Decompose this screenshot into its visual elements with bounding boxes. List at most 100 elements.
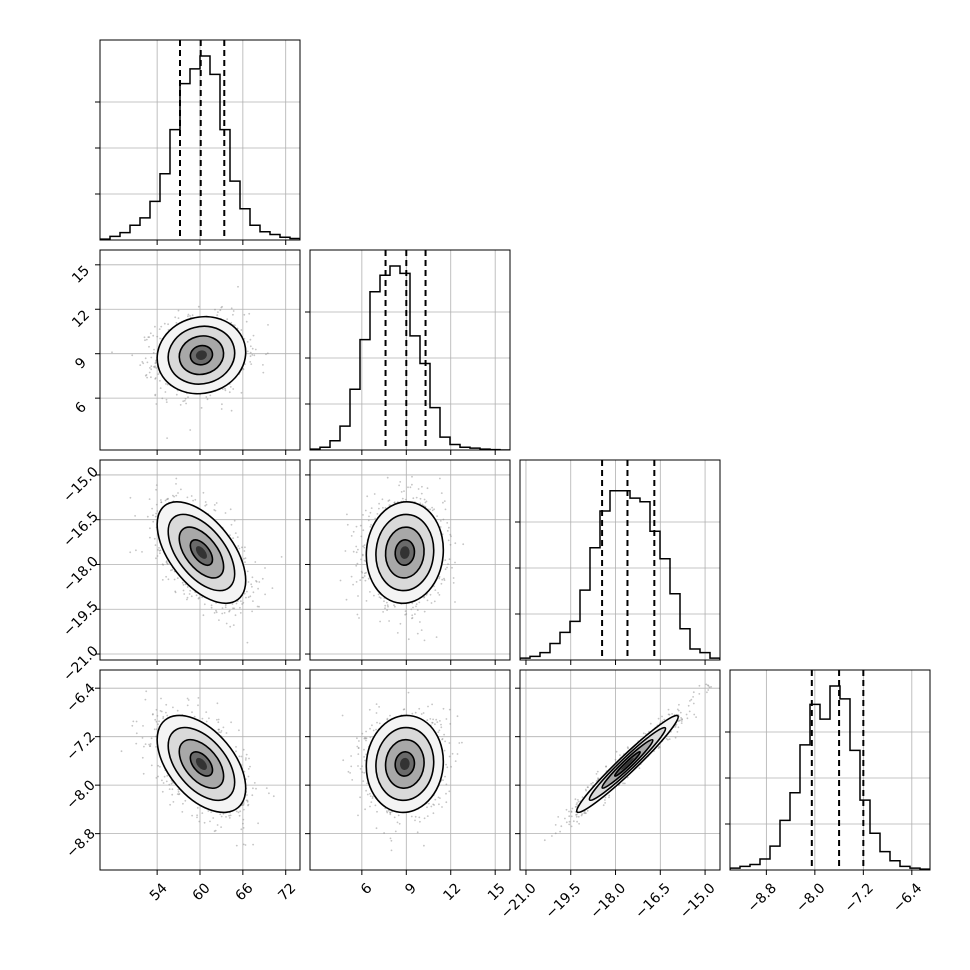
scatter-point: [164, 391, 167, 393]
contour-3: [189, 344, 214, 366]
contour-1: [167, 726, 236, 802]
scatter-point: [242, 368, 245, 371]
scatter-point: [252, 787, 254, 790]
scatter-point: [135, 732, 138, 735]
contour-1: [167, 513, 236, 592]
scatter-point: [231, 603, 234, 605]
scatter-point: [346, 513, 348, 516]
scatter-point: [198, 820, 201, 823]
scatter-point: [215, 502, 218, 504]
scatter-point: [186, 586, 189, 588]
scatter-point: [369, 525, 372, 528]
scatter-point: [247, 768, 250, 770]
scatter-point: [176, 793, 179, 795]
scatter-point: [360, 558, 362, 561]
scatter-point: [235, 602, 238, 605]
scatter-point: [420, 629, 423, 631]
scatter-point: [157, 549, 159, 551]
scatter-point: [155, 484, 158, 486]
scatter-point: [213, 612, 216, 614]
panel-frame: [309, 459, 511, 661]
scatter-point: [362, 545, 364, 548]
scatter-point: [224, 604, 227, 607]
scatter-point: [266, 352, 269, 355]
scatter-point: [165, 383, 167, 385]
scatter-point: [446, 530, 449, 532]
scatter-point: [246, 570, 249, 573]
scatter-point: [421, 485, 423, 488]
scatter-point: [202, 614, 205, 617]
scatter-point: [237, 285, 239, 288]
scatter-point: [363, 544, 366, 546]
scatter-point: [191, 711, 193, 714]
scatter-point: [154, 378, 157, 380]
scatter-point: [240, 600, 242, 602]
scatter-point: [206, 398, 209, 401]
scatter-point: [145, 690, 148, 693]
scatter-point: [146, 515, 149, 518]
scatter-point: [177, 309, 180, 312]
scatter-point: [166, 562, 169, 565]
scatter-point: [268, 792, 270, 795]
scatter-point: [421, 503, 424, 506]
scatter-point: [135, 720, 138, 723]
scatter-point: [247, 581, 250, 583]
scatter-point: [419, 621, 421, 623]
scatter-point: [216, 702, 219, 705]
scatter-point: [229, 814, 232, 817]
scatter-point: [184, 397, 187, 400]
scatter-point: [242, 748, 245, 751]
scatter-point: [155, 777, 158, 779]
scatter-point: [387, 605, 389, 608]
scatter-point: [454, 561, 456, 564]
panel-2-0: [95, 459, 301, 665]
scatter-point: [154, 394, 157, 397]
scatter-point: [350, 535, 353, 537]
scatter-point: [215, 611, 218, 614]
scatter-point: [365, 600, 368, 602]
scatter-point: [357, 595, 359, 597]
scatter-point: [210, 604, 213, 607]
scatter-point: [352, 583, 354, 586]
scatter-point: [207, 810, 210, 812]
scatter-point: [241, 603, 244, 605]
scatter-point: [212, 817, 215, 819]
scatter-point: [244, 844, 247, 846]
scatter-point: [219, 309, 222, 312]
scatter-point: [440, 582, 443, 585]
scatter-point: [146, 361, 149, 364]
scatter-point: [182, 589, 185, 592]
scatter-point: [152, 514, 154, 517]
scatter-point: [379, 597, 382, 599]
scatter-point: [239, 606, 241, 609]
scatter-point: [230, 409, 233, 412]
scatter-point: [233, 324, 236, 327]
scatter-point: [362, 529, 365, 532]
scatter-point: [238, 547, 241, 550]
scatter-point: [246, 800, 249, 803]
scatter-point: [248, 312, 251, 315]
scatter-point: [239, 612, 242, 614]
scatter-point: [225, 816, 227, 818]
scatter-point: [177, 317, 180, 319]
scatter-point: [180, 488, 182, 491]
scatter-point: [240, 828, 243, 831]
scatter-point: [159, 765, 161, 768]
scatter-point: [141, 551, 143, 553]
scatter-point: [249, 595, 252, 598]
scatter-point: [257, 822, 259, 825]
scatter-point: [438, 576, 441, 578]
scatter-point: [214, 829, 217, 832]
scatter-point: [149, 743, 152, 745]
scatter-point: [240, 391, 243, 394]
scatter-point: [258, 605, 260, 608]
scatter-point: [183, 593, 186, 595]
scatter-point: [175, 477, 178, 480]
scatter-point: [237, 811, 240, 814]
scatter-point: [175, 483, 177, 485]
scatter-point: [155, 746, 158, 748]
scatter-point: [250, 583, 253, 586]
scatter-point: [443, 500, 446, 502]
scatter-point: [369, 591, 371, 593]
scatter-point: [370, 507, 373, 509]
